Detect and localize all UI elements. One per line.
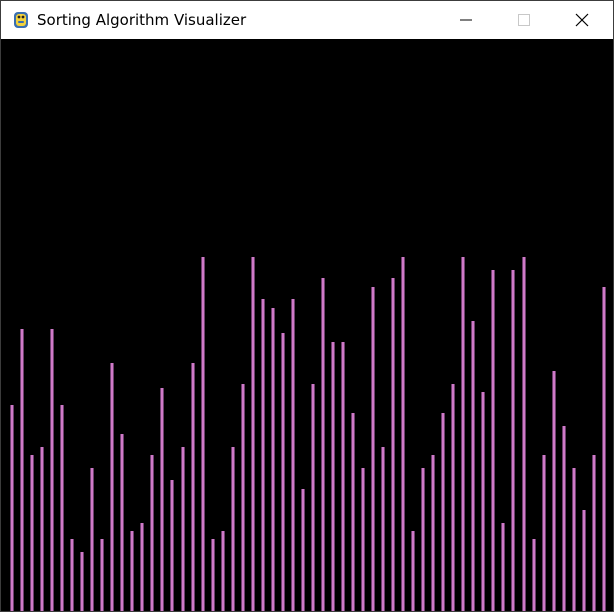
- sort-bar: [461, 257, 465, 611]
- sort-bar: [231, 447, 235, 611]
- sort-bar: [60, 405, 64, 611]
- sort-bar: [562, 426, 566, 611]
- sort-bar: [140, 523, 144, 611]
- sort-bar: [381, 447, 385, 611]
- sort-bar: [221, 531, 225, 611]
- sort-bar: [481, 392, 485, 611]
- sort-bar: [181, 447, 185, 611]
- sort-bar: [371, 287, 375, 611]
- sort-bar: [542, 455, 546, 611]
- sort-bar: [211, 539, 215, 611]
- sort-bar: [150, 455, 154, 611]
- sort-bar: [110, 363, 114, 611]
- sort-bar: [120, 434, 124, 611]
- maximize-button[interactable]: [495, 1, 553, 39]
- python-snake-icon: [11, 10, 31, 30]
- sort-bar: [391, 278, 395, 611]
- minimize-icon: [460, 19, 472, 21]
- window-title: Sorting Algorithm Visualizer: [37, 11, 247, 29]
- sort-bar: [281, 333, 285, 611]
- close-icon: [575, 13, 589, 27]
- sort-bar: [491, 270, 495, 611]
- title-bar[interactable]: Sorting Algorithm Visualizer: [1, 1, 613, 39]
- sort-bar: [471, 321, 475, 611]
- sort-bar: [261, 299, 265, 611]
- sort-bar: [321, 278, 325, 611]
- sort-bar: [160, 388, 164, 611]
- sort-bar: [532, 539, 536, 611]
- sort-bar: [50, 329, 54, 611]
- sort-bar: [582, 510, 586, 611]
- sort-bar: [70, 539, 74, 611]
- sort-bar: [90, 468, 94, 611]
- sort-bar: [20, 329, 24, 611]
- sort-bar: [592, 455, 596, 611]
- sort-bar: [191, 363, 195, 611]
- sort-bar: [10, 405, 14, 611]
- sort-bar: [361, 468, 365, 611]
- minimize-button[interactable]: [437, 1, 495, 39]
- sort-bar: [130, 531, 134, 611]
- sort-bar: [511, 270, 515, 611]
- sort-bar: [30, 455, 34, 611]
- sort-bar: [572, 468, 576, 611]
- sort-bar: [431, 455, 435, 611]
- sort-bar: [100, 539, 104, 611]
- sort-bar: [170, 480, 174, 611]
- close-button[interactable]: [553, 1, 611, 39]
- sort-bar: [241, 384, 245, 611]
- sort-bar: [602, 287, 606, 611]
- sort-bar: [552, 371, 556, 611]
- visualizer-canvas: [1, 39, 613, 611]
- sort-bar: [311, 384, 315, 611]
- sort-bar: [201, 257, 205, 611]
- sort-bar: [421, 468, 425, 611]
- sort-bar: [341, 342, 345, 611]
- sort-bar: [80, 552, 84, 611]
- sort-bar: [401, 257, 405, 611]
- maximize-icon: [518, 14, 530, 26]
- sort-bar: [271, 308, 275, 611]
- sort-bar: [522, 257, 526, 611]
- sort-bar: [291, 299, 295, 611]
- sort-bar: [331, 342, 335, 611]
- sort-bar: [301, 489, 305, 611]
- sort-bar: [40, 447, 44, 611]
- sort-bar: [441, 413, 445, 611]
- sort-bar: [251, 257, 255, 611]
- sort-bar: [501, 523, 505, 611]
- sort-bar: [451, 384, 455, 611]
- sort-bar: [351, 413, 355, 611]
- sort-bar: [411, 531, 415, 611]
